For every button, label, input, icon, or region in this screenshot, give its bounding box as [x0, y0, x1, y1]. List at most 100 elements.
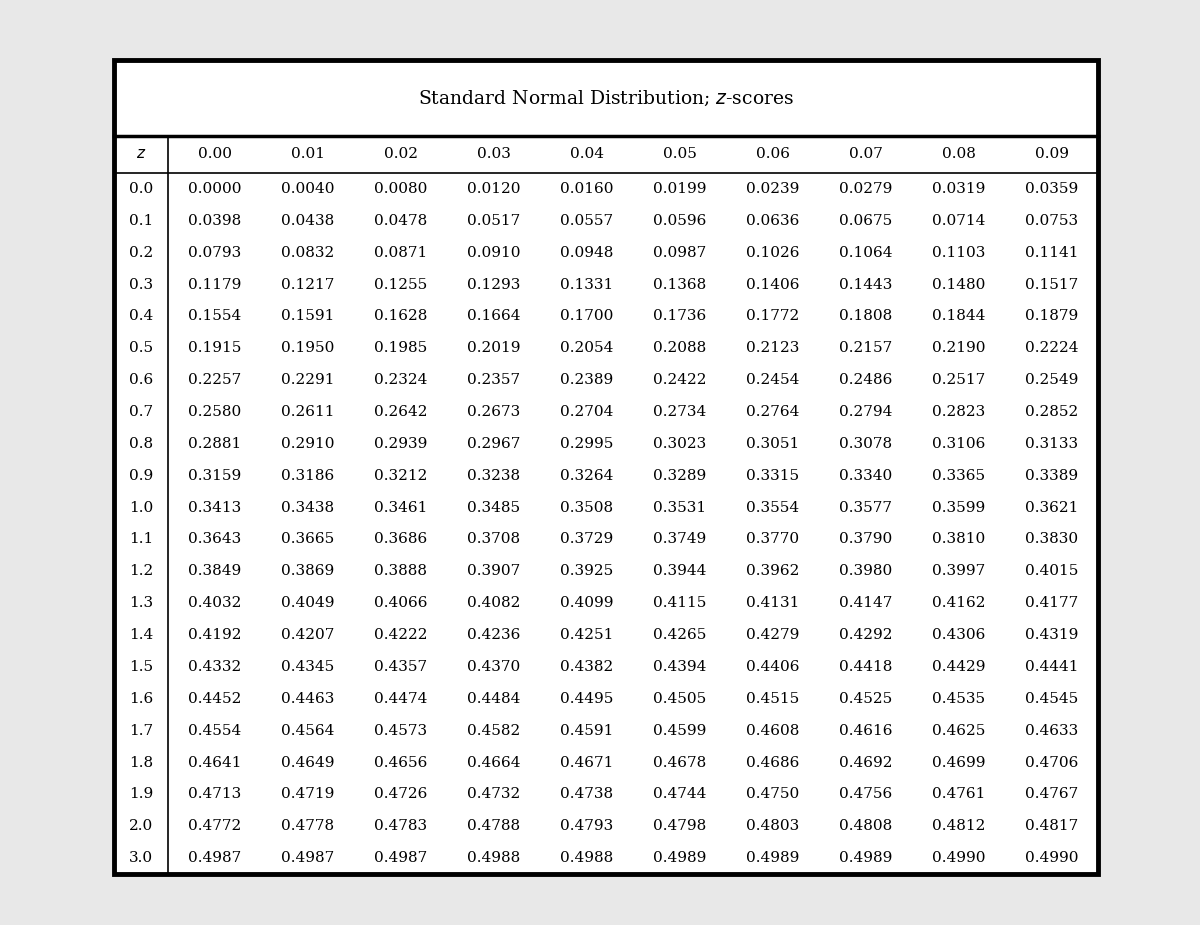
- Text: 0.0753: 0.0753: [1025, 214, 1078, 228]
- Text: 0.2611: 0.2611: [281, 405, 335, 419]
- Text: 0.4987: 0.4987: [281, 851, 335, 865]
- Text: 0.1772: 0.1772: [746, 309, 799, 324]
- Text: 0.1255: 0.1255: [374, 278, 427, 291]
- Text: 0.3159: 0.3159: [188, 469, 241, 483]
- Text: 0.05: 0.05: [662, 147, 696, 162]
- Text: 0.2823: 0.2823: [932, 405, 985, 419]
- Text: 0.2549: 0.2549: [1025, 373, 1078, 388]
- Text: 0.3643: 0.3643: [188, 533, 241, 547]
- Text: 0.2910: 0.2910: [281, 437, 335, 450]
- Text: 0.0160: 0.0160: [560, 182, 613, 196]
- Text: 0.4767: 0.4767: [1025, 787, 1078, 801]
- Text: 0.1628: 0.1628: [374, 309, 427, 324]
- Text: 0.0714: 0.0714: [932, 214, 985, 228]
- Text: 0.1064: 0.1064: [839, 246, 893, 260]
- Text: 0.1293: 0.1293: [467, 278, 521, 291]
- Text: 0.0000: 0.0000: [188, 182, 241, 196]
- Text: 0.4066: 0.4066: [374, 597, 427, 610]
- Text: 0.2734: 0.2734: [653, 405, 706, 419]
- Text: 0.4192: 0.4192: [188, 628, 241, 642]
- Text: 0.4484: 0.4484: [467, 692, 521, 706]
- Text: 0.4608: 0.4608: [746, 723, 799, 738]
- Text: 0.4115: 0.4115: [653, 597, 707, 610]
- Text: 0.4545: 0.4545: [1025, 692, 1078, 706]
- Text: 0.9: 0.9: [128, 469, 154, 483]
- Text: 0.3485: 0.3485: [467, 500, 520, 514]
- Text: 0.4633: 0.4633: [1025, 723, 1078, 738]
- Text: 0.2881: 0.2881: [188, 437, 241, 450]
- Text: 0.4082: 0.4082: [467, 597, 521, 610]
- Text: 0.0478: 0.0478: [374, 214, 427, 228]
- Text: 0.4495: 0.4495: [560, 692, 613, 706]
- Text: 0.4319: 0.4319: [1025, 628, 1078, 642]
- Text: 0.2580: 0.2580: [188, 405, 241, 419]
- Text: 0.4573: 0.4573: [374, 723, 427, 738]
- Text: 0.4099: 0.4099: [560, 597, 613, 610]
- Text: 0.3186: 0.3186: [281, 469, 335, 483]
- Text: 0.1103: 0.1103: [932, 246, 985, 260]
- Text: 0.3078: 0.3078: [839, 437, 892, 450]
- Text: 0.4591: 0.4591: [560, 723, 613, 738]
- Text: 0.4345: 0.4345: [281, 660, 335, 674]
- Text: 0.3665: 0.3665: [281, 533, 335, 547]
- Text: 0.2389: 0.2389: [560, 373, 613, 388]
- Text: 0.4812: 0.4812: [932, 820, 985, 833]
- Text: 0.2454: 0.2454: [746, 373, 799, 388]
- Text: 0.2324: 0.2324: [374, 373, 427, 388]
- Text: 0.0517: 0.0517: [467, 214, 521, 228]
- Text: 0.4778: 0.4778: [281, 820, 334, 833]
- Text: 0.00: 0.00: [198, 147, 232, 162]
- Text: 0.4463: 0.4463: [281, 692, 335, 706]
- Text: 0.2123: 0.2123: [746, 341, 799, 355]
- Text: 0.4692: 0.4692: [839, 756, 893, 770]
- Text: 0.4279: 0.4279: [746, 628, 799, 642]
- Text: 0.1844: 0.1844: [932, 309, 985, 324]
- Text: 0.2517: 0.2517: [932, 373, 985, 388]
- Text: 0.4616: 0.4616: [839, 723, 893, 738]
- Text: 0.4656: 0.4656: [374, 756, 427, 770]
- Text: 0.0636: 0.0636: [746, 214, 799, 228]
- Text: 0.06: 0.06: [756, 147, 790, 162]
- Text: 0.09: 0.09: [1034, 147, 1068, 162]
- Text: 0.3389: 0.3389: [1025, 469, 1078, 483]
- Text: 0.4678: 0.4678: [653, 756, 706, 770]
- Text: 0.4207: 0.4207: [281, 628, 335, 642]
- Text: 0.4049: 0.4049: [281, 597, 335, 610]
- Text: 0.2088: 0.2088: [653, 341, 706, 355]
- Text: 0.4406: 0.4406: [745, 660, 799, 674]
- Text: 0.2: 0.2: [128, 246, 154, 260]
- Text: 0.03: 0.03: [476, 147, 510, 162]
- Text: 0.2852: 0.2852: [1025, 405, 1078, 419]
- Text: 0.4429: 0.4429: [931, 660, 985, 674]
- Text: 0.4265: 0.4265: [653, 628, 707, 642]
- Text: 0.2190: 0.2190: [931, 341, 985, 355]
- Text: 0.3461: 0.3461: [374, 500, 427, 514]
- Text: 0.0319: 0.0319: [932, 182, 985, 196]
- Text: 1.3: 1.3: [128, 597, 154, 610]
- Text: 0.1808: 0.1808: [839, 309, 892, 324]
- Text: 0.3531: 0.3531: [653, 500, 706, 514]
- Text: 0.2995: 0.2995: [560, 437, 613, 450]
- Text: 0.3888: 0.3888: [374, 564, 427, 578]
- Text: 0.3962: 0.3962: [746, 564, 799, 578]
- Text: 0.4756: 0.4756: [839, 787, 892, 801]
- Text: 0.2704: 0.2704: [560, 405, 613, 419]
- Text: 0.1736: 0.1736: [653, 309, 706, 324]
- Text: 0.2764: 0.2764: [746, 405, 799, 419]
- Text: 0.1217: 0.1217: [281, 278, 335, 291]
- Text: 0.0: 0.0: [128, 182, 154, 196]
- Text: 0.4370: 0.4370: [467, 660, 521, 674]
- Text: 0.0120: 0.0120: [467, 182, 521, 196]
- Text: 0.4: 0.4: [128, 309, 154, 324]
- Text: 1.1: 1.1: [128, 533, 154, 547]
- Text: 0.4452: 0.4452: [188, 692, 241, 706]
- Text: 0.1950: 0.1950: [281, 341, 335, 355]
- Text: 0.3577: 0.3577: [839, 500, 892, 514]
- Text: 0.4726: 0.4726: [374, 787, 427, 801]
- Text: 0.4671: 0.4671: [560, 756, 613, 770]
- Text: 0.3944: 0.3944: [653, 564, 707, 578]
- Text: 0.1406: 0.1406: [745, 278, 799, 291]
- Text: 0.4817: 0.4817: [1025, 820, 1078, 833]
- Text: 0.1591: 0.1591: [281, 309, 335, 324]
- Text: 0.4988: 0.4988: [467, 851, 521, 865]
